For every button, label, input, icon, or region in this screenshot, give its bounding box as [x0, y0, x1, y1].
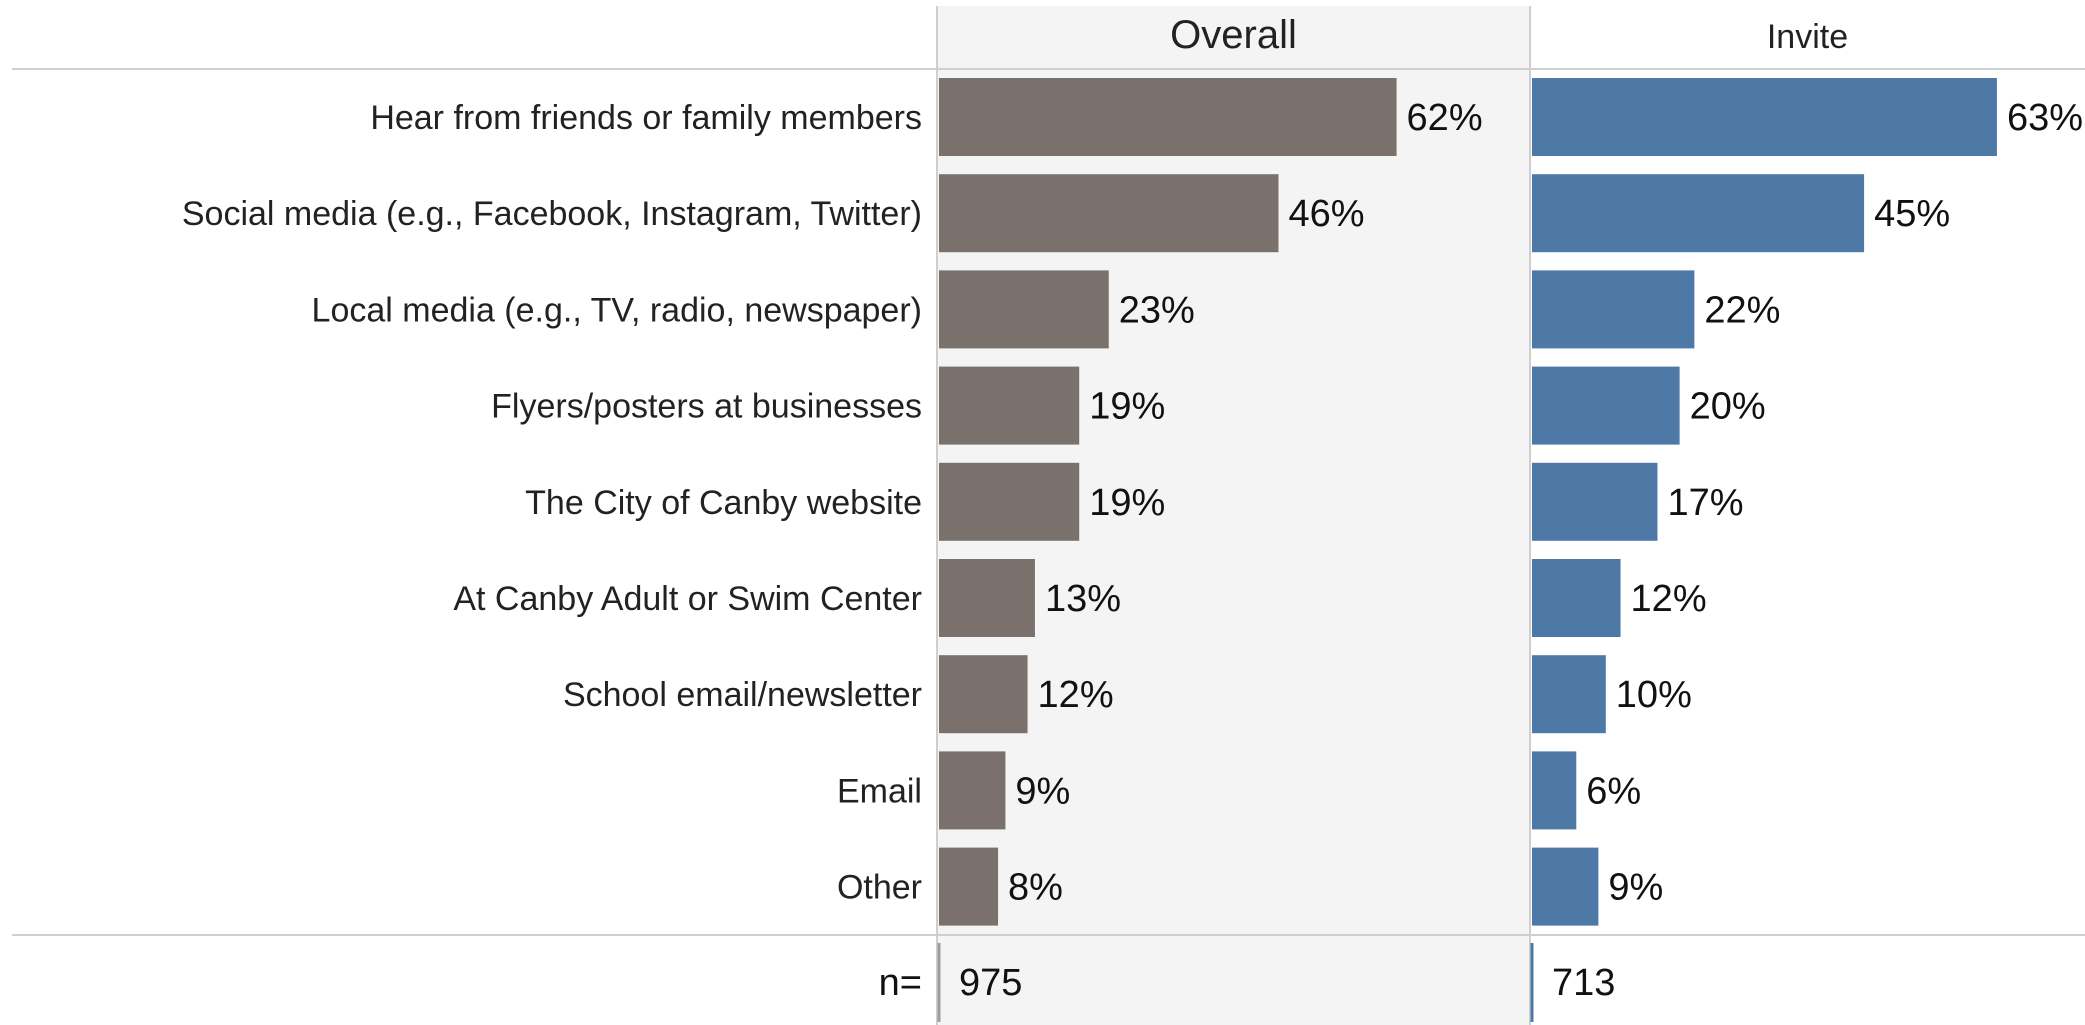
category-label-the-city-of-canby-website: The City of Canby website	[525, 484, 922, 522]
panel-header-invite: Invite	[1767, 18, 1848, 56]
category-label-at-canby-adult-or-swim-center: At Canby Adult or Swim Center	[453, 580, 922, 618]
value-label-overall-school-email-newsletter: 12%	[1038, 674, 1114, 716]
value-label-invite-the-city-of-canby-website: 17%	[1667, 482, 1743, 524]
category-label-flyers-posters-at-businesses: Flyers/posters at businesses	[491, 388, 922, 426]
n-label: n=	[879, 962, 922, 1004]
value-labels: 62% 46% 23% 19% 19% 13% 12% 9% 8% 63% 45% 22% 20% 17%…	[1008, 97, 2083, 909]
bar-invite-other	[1532, 847, 1599, 926]
bar-invite-at-canby-adult-or-swim-center	[1532, 559, 1621, 637]
n-value-overall: 975	[959, 962, 1022, 1004]
category-label-school-email-newsletter: School email/newsletter	[563, 676, 922, 714]
value-label-invite-hear-from-friends-or-family-members: 63%	[2007, 97, 2083, 139]
bar-overall-social-media-e-g-facebook-instagram-twitter	[939, 174, 1279, 253]
value-label-invite-social-media-e-g-facebook-instagram-twitter: 45%	[1874, 193, 1950, 235]
value-label-invite-local-media-e-g-tv-radio-newspaper: 22%	[1704, 289, 1780, 331]
category-label-hear-from-friends-or-family-members: Hear from friends or family members	[370, 99, 922, 137]
value-label-invite-email: 6%	[1586, 770, 1641, 812]
n-value-invite: 713	[1552, 962, 1615, 1004]
bar-invite-local-media-e-g-tv-radio-newspaper	[1532, 270, 1695, 349]
value-label-overall-other: 8%	[1008, 867, 1063, 909]
bar-invite-email	[1532, 751, 1577, 830]
bar-invite-school-email-newsletter	[1532, 655, 1606, 734]
category-label-email: Email	[837, 772, 922, 810]
divider-lines	[12, 6, 2085, 1025]
bar-invite-the-city-of-canby-website	[1532, 462, 1658, 541]
panel-header-overall: Overall	[1170, 13, 1297, 57]
bar-overall-other	[939, 847, 999, 926]
value-label-overall-flyers-posters-at-businesses: 19%	[1089, 386, 1165, 428]
value-label-overall-social-media-e-g-facebook-instagram-twitter: 46%	[1288, 193, 1364, 235]
value-label-invite-other: 9%	[1608, 867, 1663, 909]
value-label-invite-school-email-newsletter: 10%	[1616, 674, 1692, 716]
value-label-invite-at-canby-adult-or-swim-center: 12%	[1631, 578, 1707, 620]
category-label-other: Other	[837, 869, 922, 907]
value-label-overall-email: 9%	[1015, 770, 1070, 812]
value-label-overall-at-canby-adult-or-swim-center: 13%	[1045, 578, 1121, 620]
bar-invite-flyers-posters-at-businesses	[1532, 366, 1680, 445]
value-label-invite-flyers-posters-at-businesses: 20%	[1690, 386, 1766, 428]
sample-size-row: 975 713 n=	[879, 943, 1615, 1022]
bar-overall-local-media-e-g-tv-radio-newspaper	[939, 270, 1109, 349]
bar-overall-at-canby-adult-or-swim-center	[939, 559, 1035, 637]
value-label-overall-the-city-of-canby-website: 19%	[1089, 482, 1165, 524]
category-labels: Hear from friends or family members Socia…	[182, 99, 922, 907]
bar-overall-hear-from-friends-or-family-members	[939, 78, 1397, 156]
bar-invite-hear-from-friends-or-family-members	[1532, 78, 1997, 156]
bar-overall-the-city-of-canby-website	[939, 462, 1080, 541]
value-label-overall-local-media-e-g-tv-radio-newspaper: 23%	[1119, 289, 1195, 331]
bar-overall-email	[939, 751, 1006, 830]
bar-overall-flyers-posters-at-businesses	[939, 366, 1080, 445]
value-label-overall-hear-from-friends-or-family-members: 62%	[1407, 97, 1483, 139]
bar-overall-school-email-newsletter	[939, 655, 1028, 734]
bars	[939, 78, 1997, 926]
category-label-social-media-e-g-facebook-instagram-twitter: Social media (e.g., Facebook, Instagram,…	[182, 195, 922, 233]
bar-invite-social-media-e-g-facebook-instagram-twitter	[1532, 174, 1865, 253]
category-label-local-media-e-g-tv-radio-newspaper: Local media (e.g., TV, radio, newspaper)	[312, 291, 922, 329]
panel-headers: Overall Invite	[1170, 13, 1848, 57]
